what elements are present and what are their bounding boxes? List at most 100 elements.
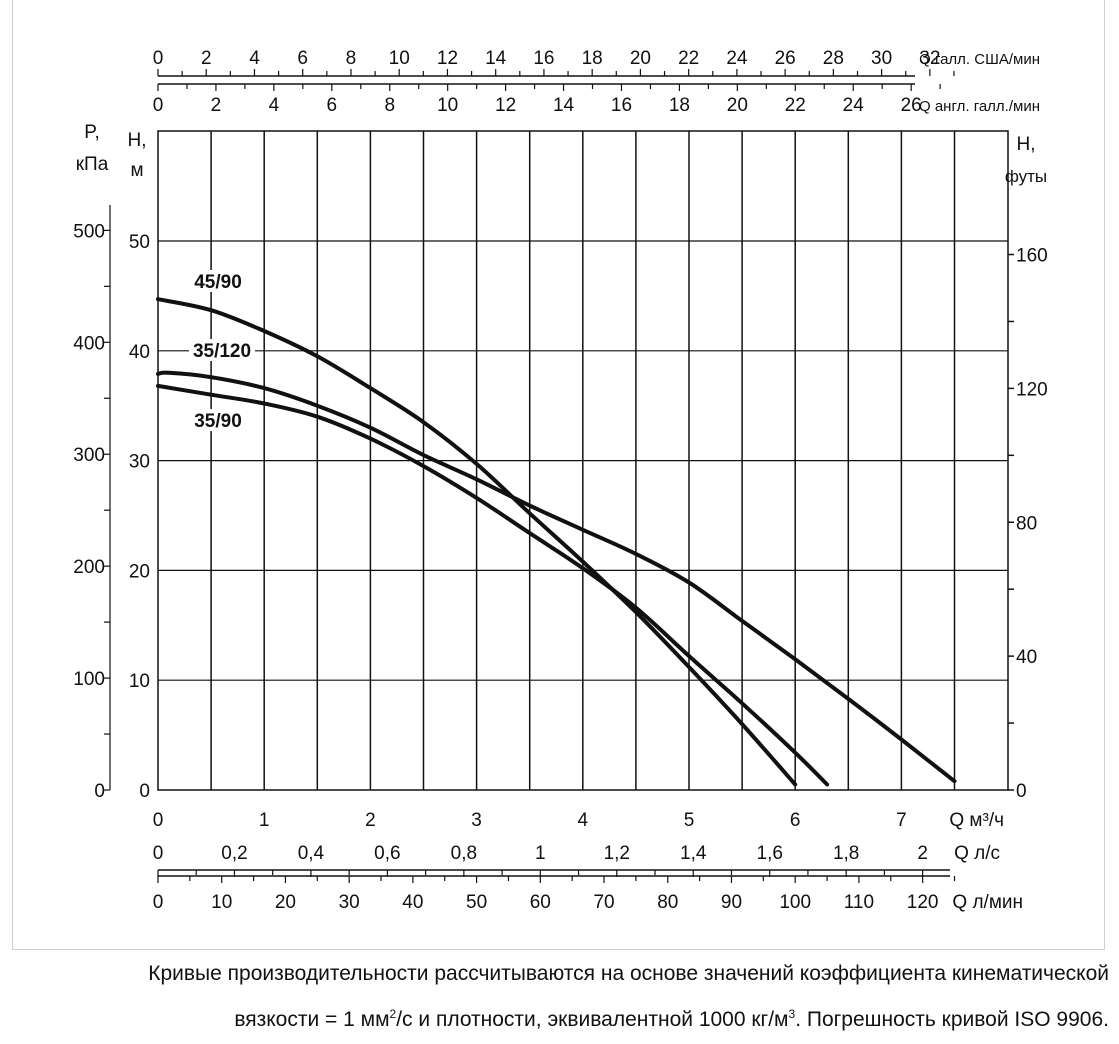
x-tick-label-us-gal: 24 (726, 48, 748, 69)
series-line-45-90 (156, 297, 798, 787)
x-tick-label-us-gal: 16 (533, 48, 554, 69)
caption-text-b: /с и плотности, эквивалентной 1000 кг/м (396, 1008, 789, 1031)
y-tick-label-m: 40 (129, 342, 150, 363)
y-tick-label-kpa: 100 (73, 669, 105, 690)
x-tick-label-uk-gal: 10 (437, 95, 458, 116)
x-tick-label-us-gal: 14 (485, 48, 507, 69)
x-tick-label-m3h: 1 (259, 810, 270, 831)
axes-layer: 01020304050H,м0100200300400500P,кПа04080… (73, 48, 1047, 913)
x-tick-label-ls: 1,6 (757, 843, 783, 864)
x-tick-label-ls: 1 (535, 843, 546, 864)
series-label-bg-35-120 (189, 339, 255, 361)
x-tick-label-uk-gal: 16 (611, 95, 632, 116)
y-tick-label-m: 10 (129, 671, 150, 692)
x-tick-label-us-gal: 22 (678, 48, 699, 69)
x-tick-label-ls: 0,2 (221, 843, 247, 864)
y-tick-label-m: 0 (139, 781, 150, 802)
x-tick-label-us-gal: 10 (389, 48, 410, 69)
x-tick-label-lmin: 90 (721, 892, 742, 913)
y-tick-label-kpa: 300 (73, 445, 105, 466)
y-tick-label-ft: 120 (1016, 379, 1048, 400)
y-tick-label-kpa: 400 (73, 333, 105, 354)
caption-sup-a: 2 (389, 1007, 397, 1021)
x-tick-label-uk-gal: 24 (843, 95, 865, 116)
series-line-35-90 (156, 383, 830, 787)
x-tick-label-us-gal: 6 (297, 48, 308, 69)
series-label-bg-35-90 (185, 409, 251, 431)
x-tick-label-uk-gal: 6 (327, 95, 338, 116)
y-tick-label-ft: 0 (1016, 781, 1027, 802)
x-tick-label-lmin: 120 (907, 892, 939, 913)
x-tick-label-us-gal: 20 (630, 48, 651, 69)
x-tick-label-us-gal: 4 (249, 48, 260, 69)
x-tick-label-ls: 0,4 (298, 843, 325, 864)
x-tick-label-ls: 0 (153, 843, 164, 864)
x-tick-label-ls: 0,8 (451, 843, 477, 864)
y-axis-label-m-2: м (130, 160, 143, 181)
x-tick-label-m3h: 4 (578, 810, 589, 831)
series-label-bg-45-90 (185, 270, 251, 292)
y-axis-label-m-1: H, (128, 130, 147, 151)
labels-layer: 45/90 35/120 35/90 (185, 270, 255, 432)
x-tick-label-m3h: 6 (790, 810, 801, 831)
x-tick-label-lmin: 80 (657, 892, 678, 913)
y-tick-label-ft: 40 (1016, 647, 1037, 668)
x-axis-label-uk-gal: Q англ. галл./мин (919, 98, 1040, 115)
performance-chart: 01020304050H,м0100200300400500P,кПа04080… (73, 48, 1047, 913)
x-tick-label-uk-gal: 4 (269, 95, 280, 116)
y-tick-label-m: 50 (129, 232, 150, 253)
y-axis-label-ft-1: H, (1017, 134, 1036, 155)
x-tick-label-us-gal: 28 (823, 48, 844, 69)
x-tick-label-lmin: 30 (339, 892, 360, 913)
x-tick-label-m3h: 3 (471, 810, 482, 831)
x-tick-label-us-gal: 2 (201, 48, 212, 69)
caption-text-c: . Погрешность кривой ISO 9906. (795, 1008, 1109, 1031)
series-label-35-90: 35/90 (194, 411, 242, 432)
x-tick-label-ls: 1,2 (604, 843, 630, 864)
x-tick-label-lmin: 0 (153, 892, 164, 913)
x-tick-label-m3h: 5 (684, 810, 695, 831)
x-tick-label-us-gal: 0 (153, 48, 164, 69)
caption-line-2: вязкости = 1 мм2/с и плотности, эквивале… (234, 1008, 1109, 1032)
x-tick-label-uk-gal: 18 (669, 95, 690, 116)
y-tick-label-m: 30 (129, 452, 150, 473)
y-axis-label-ft-2: футы (1005, 167, 1047, 186)
x-tick-label-us-gal: 26 (775, 48, 796, 69)
x-axis-label-lmin: Q л/мин (952, 892, 1023, 913)
y-axis-label-kpa-1: P, (84, 122, 100, 143)
x-tick-label-uk-gal: 14 (553, 95, 575, 116)
series-layer (156, 297, 957, 787)
series-label-45-90: 45/90 (194, 272, 242, 293)
x-tick-label-uk-gal: 0 (153, 95, 164, 116)
x-tick-label-uk-gal: 20 (727, 95, 748, 116)
y-tick-label-ft: 160 (1016, 246, 1048, 267)
x-tick-label-m3h: 0 (153, 810, 164, 831)
x-tick-label-lmin: 60 (530, 892, 551, 913)
caption-line-1: Кривые производительности рассчитываются… (148, 962, 1109, 985)
series-line-35-120 (156, 370, 957, 784)
y-tick-label-m: 20 (129, 561, 150, 582)
y-tick-label-kpa: 500 (73, 221, 105, 242)
x-tick-label-us-gal: 30 (871, 48, 892, 69)
x-tick-label-m3h: 2 (365, 810, 376, 831)
x-tick-label-m3h: 7 (896, 810, 907, 831)
x-tick-label-lmin: 110 (844, 892, 874, 913)
x-tick-label-lmin: 70 (593, 892, 614, 913)
x-tick-label-ls: 1,4 (680, 843, 707, 864)
x-tick-label-uk-gal: 2 (211, 95, 222, 116)
x-tick-label-ls: 2 (917, 843, 928, 864)
x-tick-label-ls: 0,6 (374, 843, 400, 864)
x-tick-label-lmin: 20 (275, 892, 296, 913)
x-axis-label-ls: Q л/с (954, 843, 1000, 864)
x-tick-label-us-gal: 18 (582, 48, 603, 69)
x-axis-label-m3h: Q м³/ч (949, 810, 1004, 831)
x-tick-label-us-gal: 8 (346, 48, 357, 69)
x-tick-label-lmin: 40 (402, 892, 423, 913)
caption-text-a: вязкости = 1 мм (234, 1008, 390, 1031)
y-tick-label-kpa: 200 (73, 557, 105, 578)
chart-frame (12, 0, 1105, 950)
x-tick-label-lmin: 10 (211, 892, 232, 913)
x-tick-label-us-gal: 32 (919, 48, 940, 69)
caption-sup-b: 3 (788, 1007, 796, 1021)
y-tick-label-ft: 80 (1016, 513, 1037, 534)
